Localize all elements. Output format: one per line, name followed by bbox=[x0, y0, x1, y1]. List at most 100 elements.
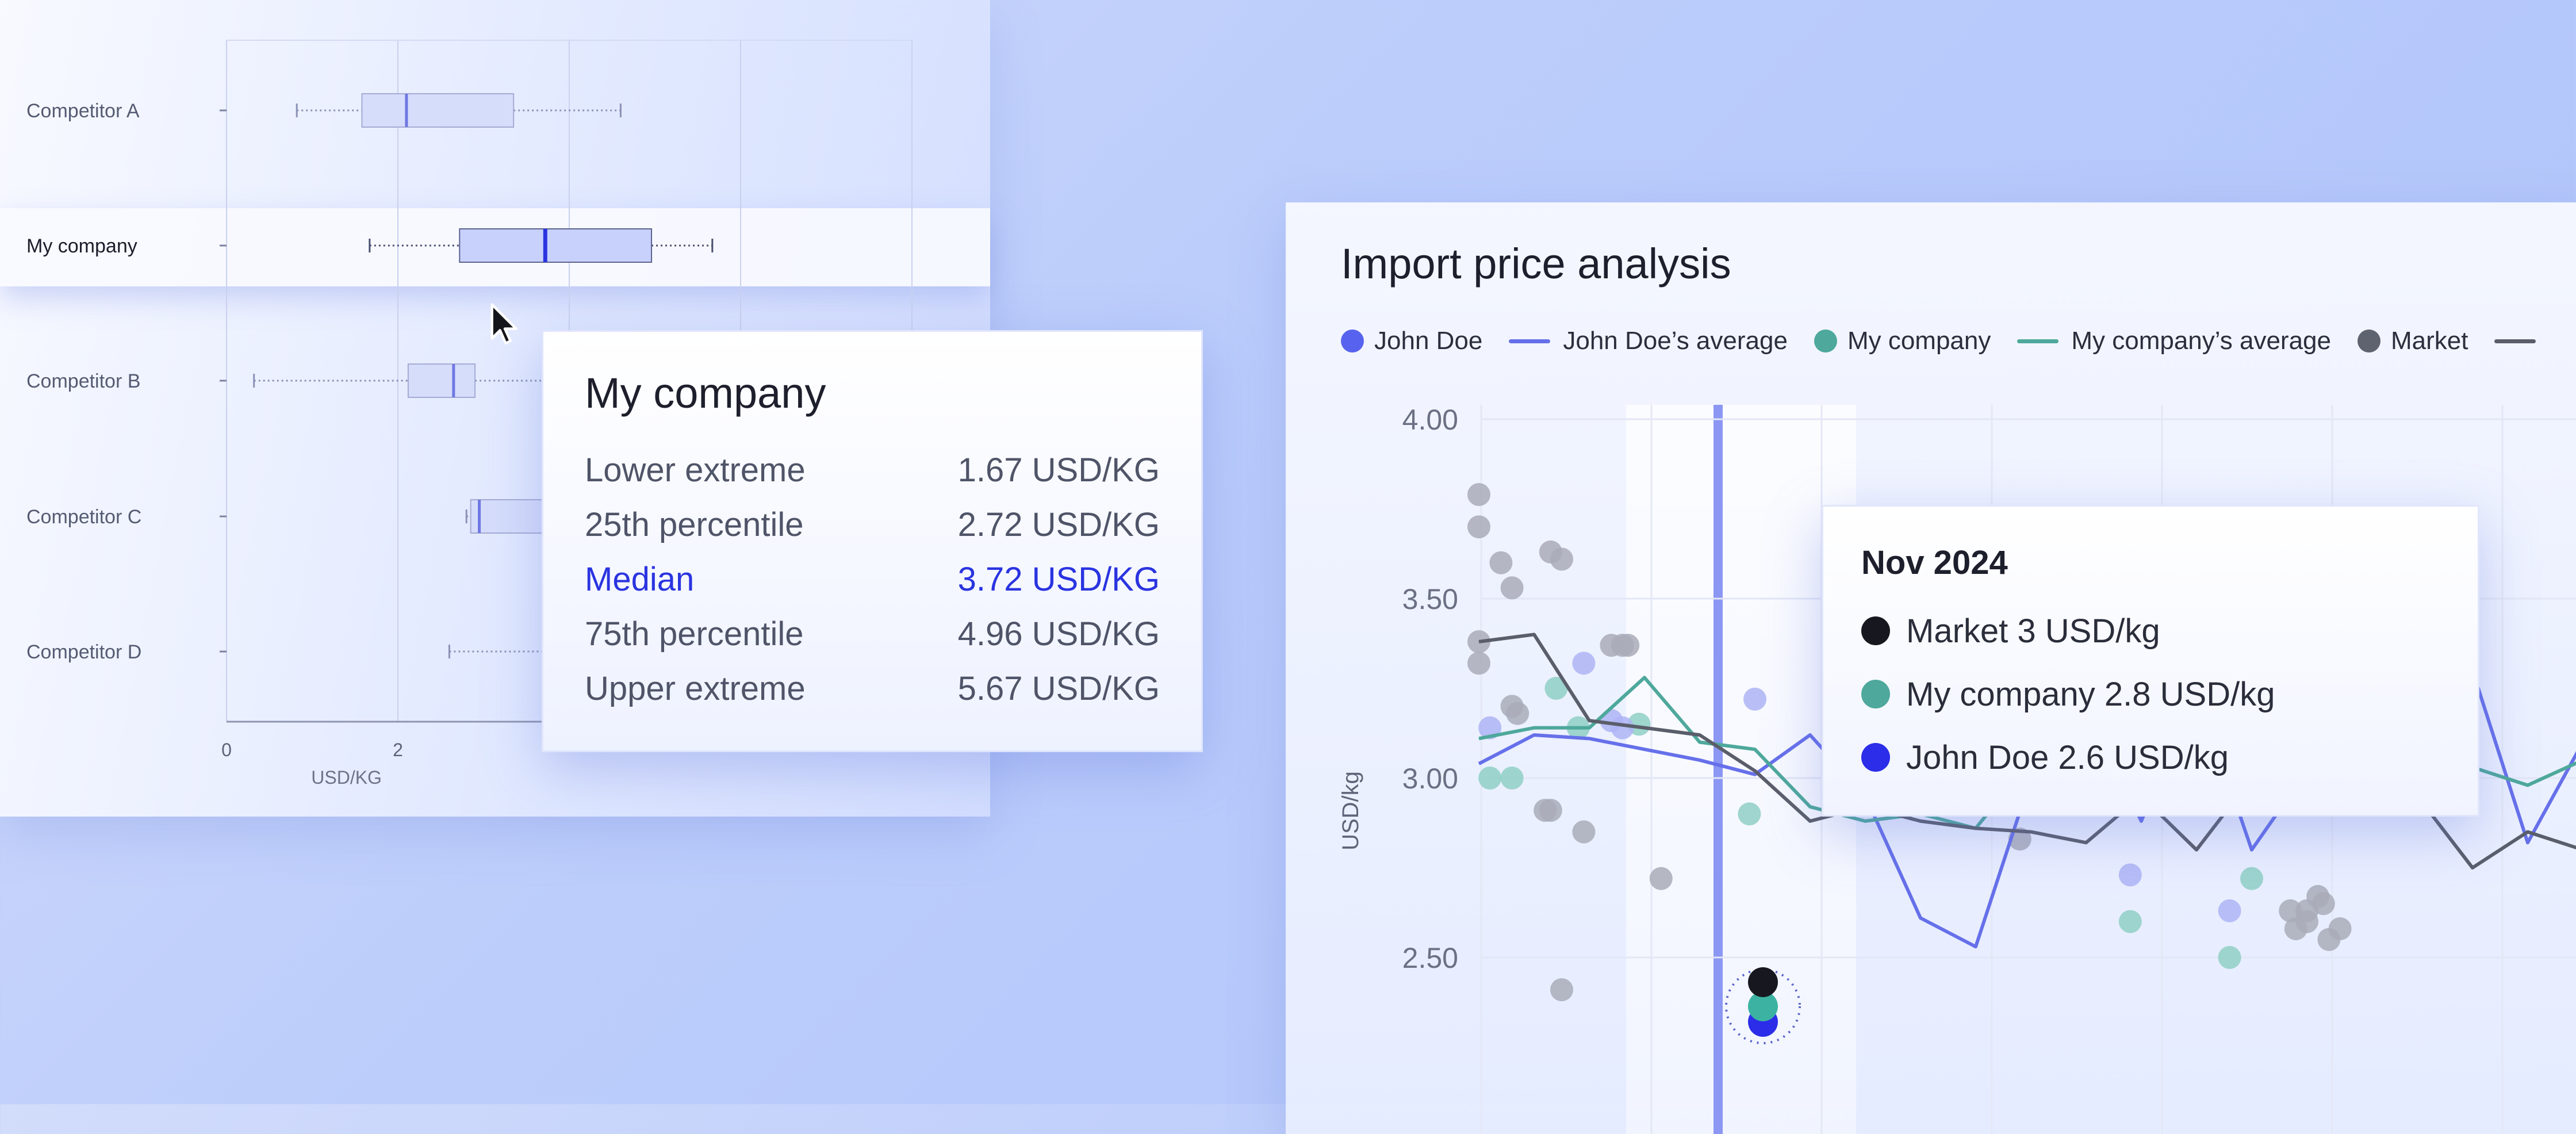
scatter-point-market bbox=[2279, 899, 2302, 922]
legend-label: My company bbox=[1847, 327, 1991, 355]
iqr-box bbox=[407, 363, 476, 398]
y-tick-label: 2.50 bbox=[1402, 942, 1458, 974]
line-chart-y-axis: 4.00 3.50 3.00 2.50 USD/kg bbox=[1338, 404, 1458, 974]
scatter-point-my-company bbox=[1500, 767, 1524, 790]
scatter-point-my-company bbox=[2118, 910, 2142, 933]
boxplot-tooltip: My company Lower extreme 1.67 USD/KG 25t… bbox=[542, 330, 1203, 752]
scatter-point-john-doe bbox=[1743, 687, 1766, 711]
tooltip-row-value: 2.72 USD/KG bbox=[957, 506, 1160, 543]
tooltip-row-label: Median bbox=[585, 561, 695, 598]
scatter-point-my-company bbox=[1544, 677, 1568, 700]
category-label: Competitor D bbox=[26, 641, 141, 663]
hover-cursor-line bbox=[1713, 405, 1723, 1134]
scatter-point-market bbox=[1572, 820, 1596, 844]
scatter-point-my-company bbox=[2218, 946, 2241, 969]
mouse-pointer-icon bbox=[490, 303, 518, 345]
tooltip-series-text: Market 3 USD/kg bbox=[1906, 612, 2160, 650]
tooltip-series-text: My company 2.8 USD/kg bbox=[1906, 675, 2275, 713]
scatter-point-market bbox=[1467, 515, 1490, 539]
chart-legend: John Doe John Doe’s average My company M… bbox=[1341, 327, 2575, 355]
scatter-point-market bbox=[2284, 917, 2307, 941]
legend-line-icon bbox=[2017, 339, 2059, 343]
legend-label: John Doe bbox=[1374, 327, 1483, 355]
tooltip-row-value: 4.96 USD/KG bbox=[957, 615, 1160, 653]
x-axis-title: USD/KG bbox=[311, 767, 382, 788]
legend-dot-icon bbox=[2357, 330, 2380, 353]
legend-label: My company’s average bbox=[2071, 327, 2331, 355]
boxplot-category-labels: Competitor A My company Competitor B Compet… bbox=[26, 100, 227, 663]
y-axis-title: USD/kg bbox=[1338, 771, 1363, 850]
tooltip-month: Nov 2024 bbox=[1861, 544, 2008, 581]
scatter-point-market bbox=[1616, 634, 1640, 657]
scatter-point-market bbox=[1649, 867, 1673, 890]
legend-dot-icon bbox=[1341, 330, 1364, 353]
legend-item-john-doe-average[interactable]: John Doe’s average bbox=[1509, 327, 1788, 355]
category-label: Competitor A bbox=[26, 100, 140, 122]
y-tick-label: 4.00 bbox=[1402, 404, 1458, 436]
legend-line-icon bbox=[2494, 339, 2536, 343]
scatter-point-market bbox=[1506, 702, 1529, 725]
hover-markers bbox=[1725, 967, 1801, 1044]
hover-point-market bbox=[1748, 967, 1778, 997]
series-line-market bbox=[1478, 633, 2576, 869]
tooltip-series-text: John Doe 2.6 USD/kg bbox=[1906, 738, 2229, 776]
scatter-point-market bbox=[2312, 892, 2335, 915]
scatter-point-john-doe bbox=[1572, 652, 1596, 675]
category-label: Competitor C bbox=[26, 506, 141, 528]
y-tick-label: 3.50 bbox=[1402, 583, 1458, 615]
tooltip-series-my-company: My company 2.8 USD/kg bbox=[1861, 662, 2478, 726]
scatter-point-market bbox=[2328, 917, 2352, 941]
x-tick-label: 0 bbox=[221, 740, 232, 760]
scatter-point-market bbox=[1489, 551, 1513, 574]
tooltip-series-market: Market 3 USD/kg bbox=[1861, 599, 2478, 662]
tooltip-row-value: 3.72 USD/KG bbox=[957, 561, 1160, 598]
scatter-point-market bbox=[1467, 652, 1490, 675]
legend-item-market-average[interactable] bbox=[2494, 339, 2548, 343]
legend-dot-icon bbox=[1814, 330, 1837, 353]
hover-point-my-company bbox=[1748, 991, 1778, 1021]
tooltip-row-upper-extreme: Upper extreme 5.67 USD/KG bbox=[585, 661, 1160, 716]
series-dot-icon bbox=[1861, 616, 1890, 645]
scatter-point-my-company bbox=[1478, 767, 1502, 790]
tooltip-row-25th-percentile: 25th percentile 2.72 USD/KG bbox=[585, 497, 1160, 552]
tooltip-row-label: Lower extreme bbox=[585, 451, 806, 489]
tooltip-row-median: Median 3.72 USD/KG bbox=[585, 552, 1160, 607]
x-tick-label: 2 bbox=[393, 740, 403, 760]
legend-item-my-company-average[interactable]: My company’s average bbox=[2017, 327, 2331, 355]
scatter-point-my-company bbox=[2240, 867, 2263, 890]
tooltip-row-label: 25th percentile bbox=[585, 506, 804, 543]
series-dot-icon bbox=[1861, 743, 1890, 772]
scatter-point-market bbox=[1500, 576, 1524, 600]
scatter-point-john-doe bbox=[1611, 716, 1634, 740]
scatter-point-market bbox=[1550, 547, 1573, 571]
category-label: Competitor B bbox=[26, 370, 140, 392]
scatter-point-john-doe bbox=[2218, 899, 2241, 922]
iqr-box bbox=[361, 93, 515, 128]
legend-line-icon bbox=[1509, 339, 1551, 343]
legend-label: John Doe’s average bbox=[1563, 327, 1788, 355]
tooltip-row-label: Upper extreme bbox=[585, 670, 806, 707]
tooltip-row-value: 1.67 USD/KG bbox=[957, 451, 1160, 489]
legend-item-john-doe[interactable]: John Doe bbox=[1341, 327, 1482, 355]
legend-label: Market bbox=[2390, 327, 2468, 355]
category-label: My company bbox=[26, 235, 137, 257]
series-dot-icon bbox=[1861, 680, 1890, 708]
line-chart-tooltip: Nov 2024 Market 3 USD/kg My company 2.8 … bbox=[1822, 505, 2479, 817]
tooltip-row-label: 75th percentile bbox=[585, 615, 804, 653]
scatter-point-john-doe bbox=[2118, 863, 2142, 887]
tooltip-row-75th-percentile: 75th percentile 4.96 USD/KG bbox=[585, 607, 1160, 661]
line-chart: 4.00 3.50 3.00 2.50 USD/kg bbox=[1338, 404, 2576, 1134]
tooltip-row-value: 5.67 USD/KG bbox=[957, 670, 1160, 707]
scatter-point-market bbox=[1550, 978, 1573, 1002]
chart-title: Import price analysis bbox=[1341, 240, 1731, 288]
tooltip-series-john-doe: John Doe 2.6 USD/kg bbox=[1861, 726, 2478, 789]
scatter-point-market bbox=[1467, 483, 1490, 507]
scatter-point-my-company bbox=[1738, 802, 1761, 826]
iqr-box bbox=[459, 228, 653, 263]
tooltip-row-lower-extreme: Lower extreme 1.67 USD/KG bbox=[585, 443, 1160, 497]
tooltip-title: My company bbox=[585, 369, 826, 417]
y-tick-label: 3.00 bbox=[1402, 763, 1458, 795]
legend-item-market[interactable]: Market bbox=[2357, 327, 2468, 355]
scatter-point-market bbox=[1539, 799, 1562, 822]
legend-item-my-company[interactable]: My company bbox=[1814, 327, 1991, 355]
